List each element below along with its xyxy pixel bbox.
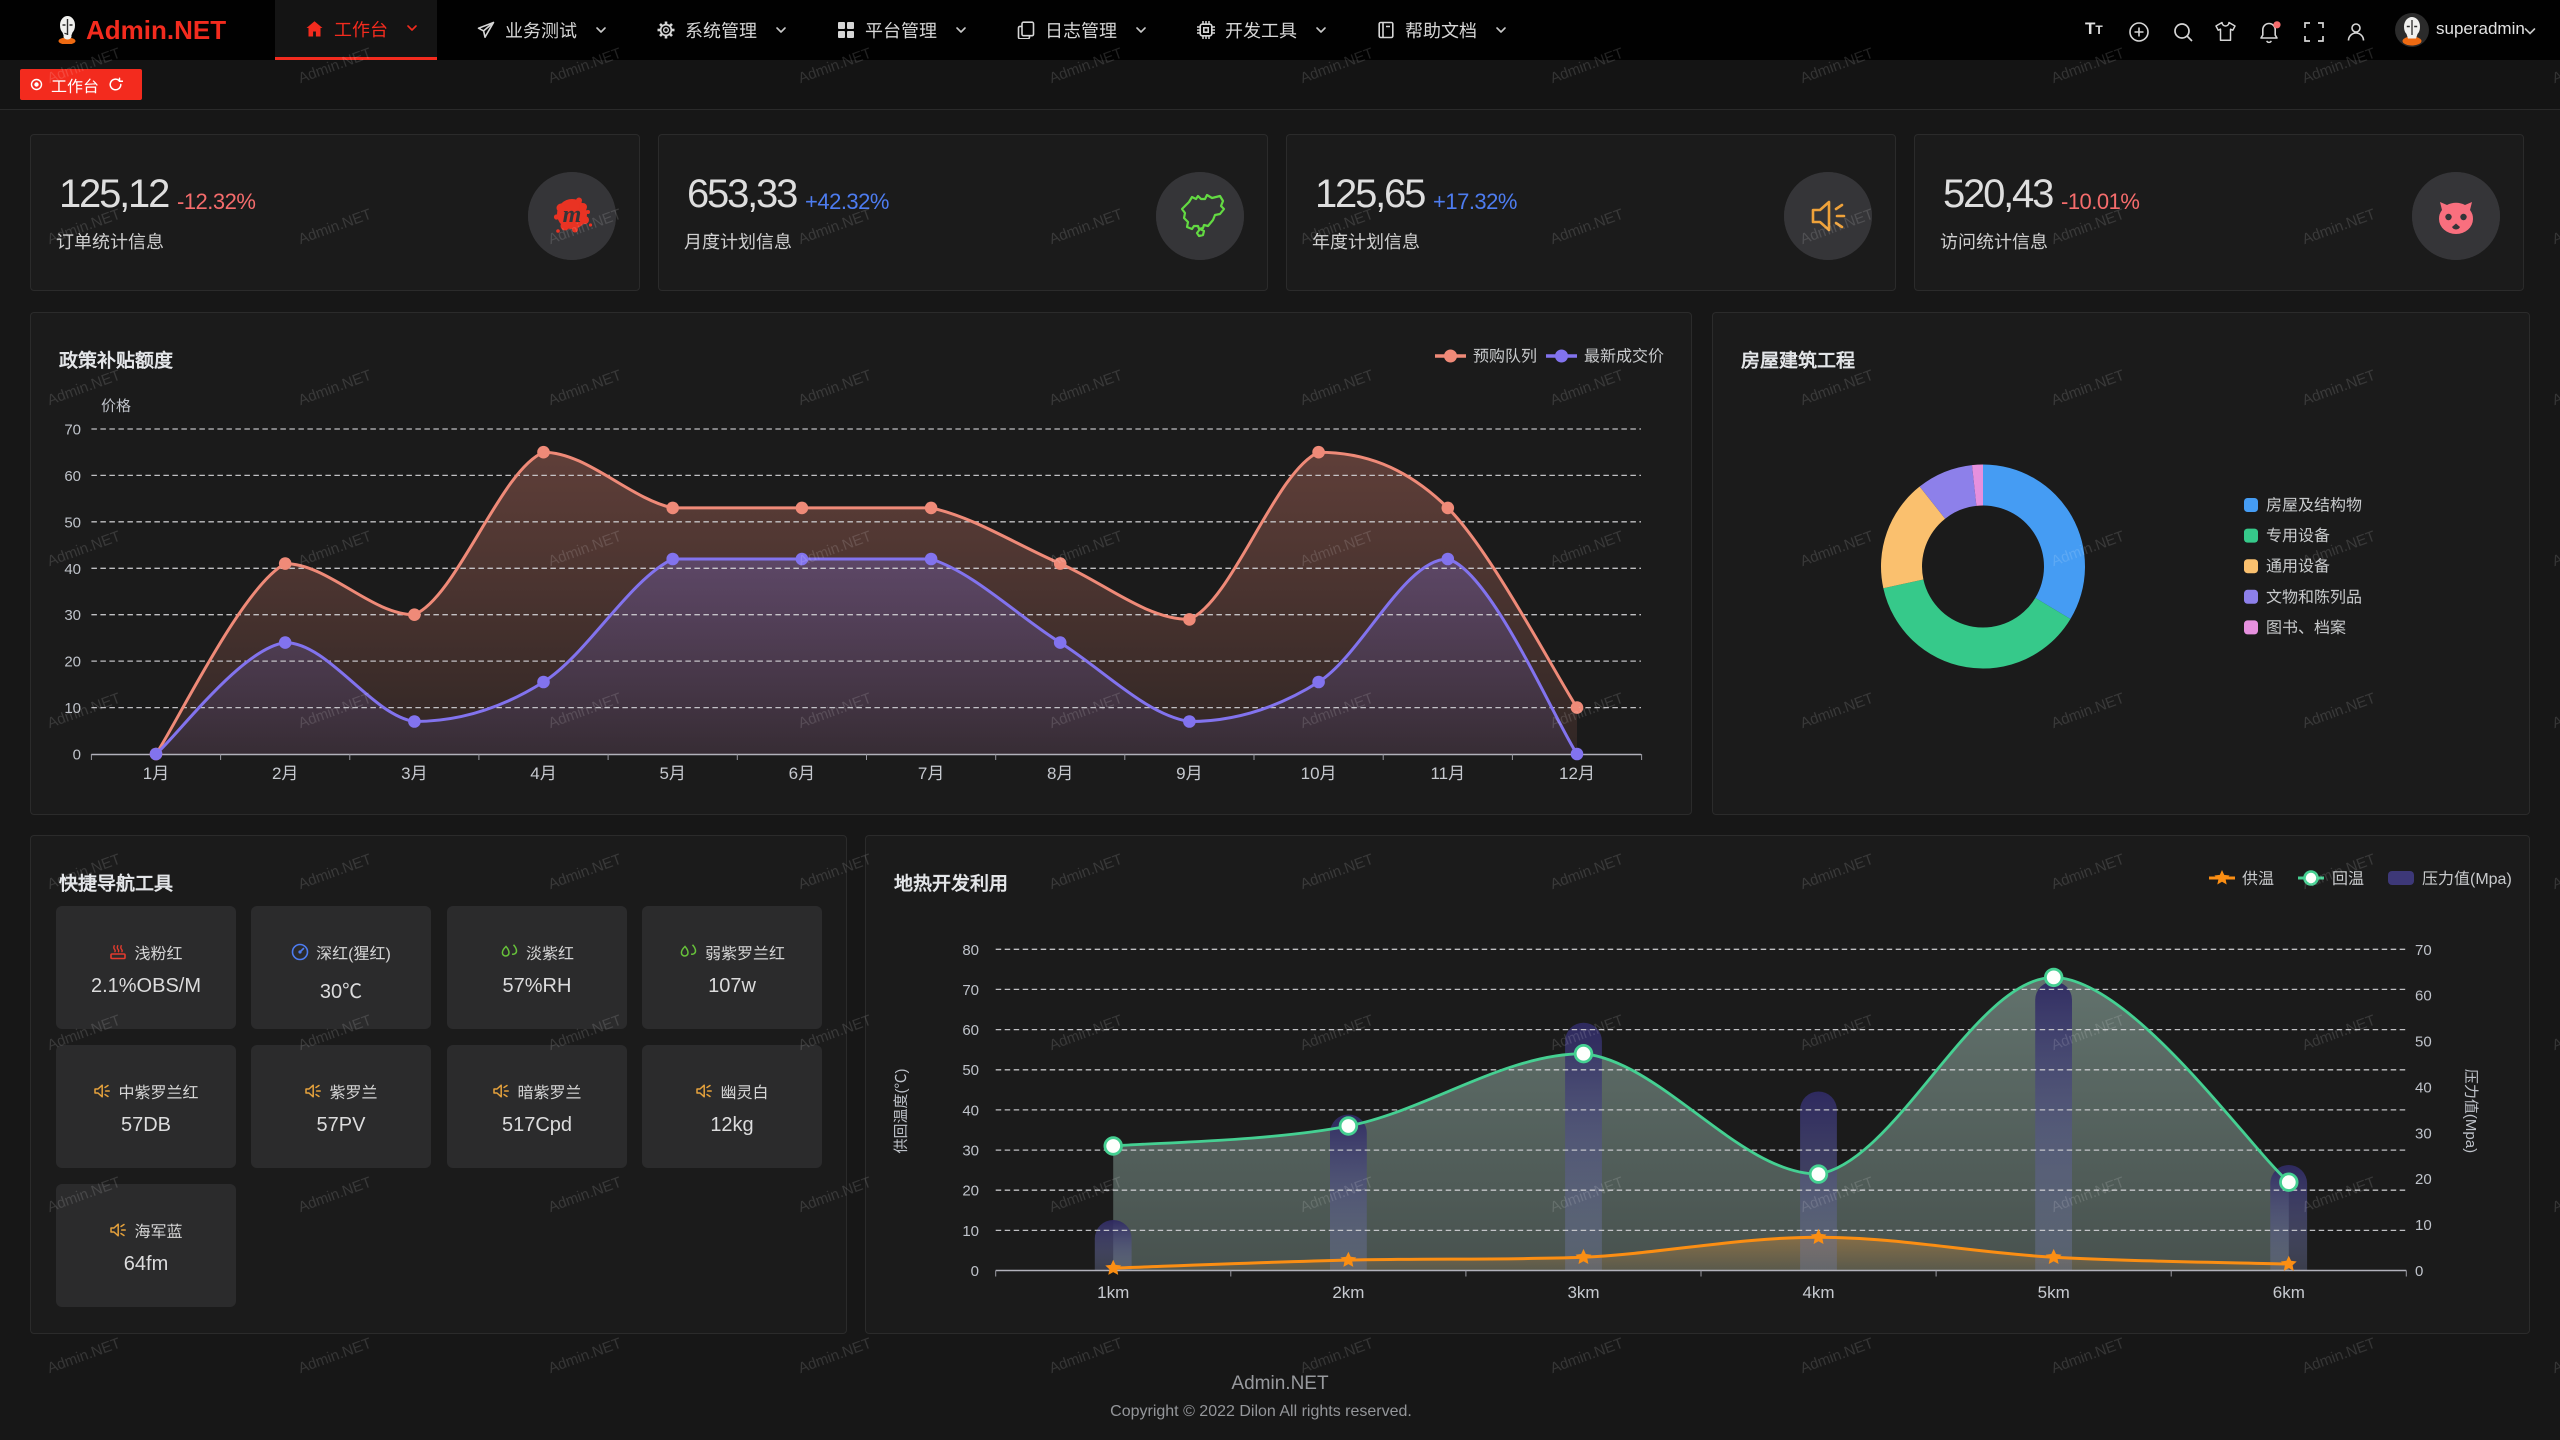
- svg-text:3月: 3月: [401, 764, 427, 783]
- svg-text:房屋及结构物: 房屋及结构物: [2266, 497, 2362, 515]
- svg-text:50: 50: [2415, 1034, 2432, 1051]
- svg-text:20: 20: [64, 654, 81, 671]
- svg-text:0: 0: [971, 1263, 979, 1280]
- svg-text:2月: 2月: [272, 764, 298, 783]
- svg-text:0: 0: [73, 747, 81, 764]
- svg-text:12月: 12月: [1559, 764, 1595, 783]
- svg-text:2km: 2km: [1332, 1283, 1364, 1302]
- svg-text:4km: 4km: [1802, 1283, 1834, 1302]
- svg-text:70: 70: [64, 422, 81, 439]
- svg-text:5km: 5km: [2038, 1283, 2070, 1302]
- svg-text:40: 40: [2415, 1080, 2432, 1097]
- svg-text:10月: 10月: [1301, 764, 1337, 783]
- svg-text:压力值(Mpa): 压力值(Mpa): [2462, 1069, 2479, 1153]
- svg-text:80: 80: [962, 942, 979, 959]
- svg-text:5月: 5月: [659, 764, 685, 783]
- svg-text:压力值(Mpa): 压力值(Mpa): [2422, 870, 2512, 888]
- svg-text:6km: 6km: [2273, 1283, 2305, 1302]
- svg-text:7月: 7月: [918, 764, 944, 783]
- svg-text:70: 70: [2415, 942, 2432, 959]
- svg-text:供温: 供温: [2242, 870, 2274, 888]
- svg-text:10: 10: [2415, 1217, 2432, 1234]
- svg-text:40: 40: [64, 561, 81, 578]
- svg-text:9月: 9月: [1176, 764, 1202, 783]
- svg-text:文物和陈列品: 文物和陈列品: [2266, 588, 2362, 606]
- svg-text:m: m: [563, 202, 582, 228]
- svg-text:60: 60: [962, 1022, 979, 1039]
- svg-text:30: 30: [2415, 1125, 2432, 1142]
- svg-text:最新成交价: 最新成交价: [1584, 348, 1664, 366]
- svg-text:1月: 1月: [143, 764, 169, 783]
- svg-text:0: 0: [2415, 1263, 2423, 1280]
- svg-text:20: 20: [962, 1183, 979, 1200]
- svg-text:11月: 11月: [1430, 764, 1465, 783]
- svg-text:10: 10: [962, 1223, 979, 1240]
- svg-text:10: 10: [64, 700, 81, 717]
- svg-text:3km: 3km: [1567, 1283, 1599, 1302]
- svg-text:图书、档案: 图书、档案: [2266, 619, 2346, 637]
- svg-text:4月: 4月: [530, 764, 556, 783]
- svg-text:20: 20: [2415, 1171, 2432, 1188]
- svg-text:30: 30: [64, 607, 81, 624]
- svg-text:6月: 6月: [789, 764, 815, 783]
- svg-text:30: 30: [962, 1143, 979, 1160]
- svg-text:60: 60: [64, 468, 81, 485]
- svg-text:回温: 回温: [2332, 870, 2364, 888]
- svg-text:1km: 1km: [1097, 1283, 1129, 1302]
- svg-text:40: 40: [962, 1102, 979, 1119]
- svg-text:8月: 8月: [1047, 764, 1073, 783]
- svg-text:专用设备: 专用设备: [2266, 527, 2330, 545]
- svg-text:预购队列: 预购队列: [1473, 348, 1537, 366]
- svg-text:价格: 价格: [101, 398, 131, 415]
- svg-text:60: 60: [2415, 988, 2432, 1005]
- svg-text:供回温度(℃): 供回温度(℃): [893, 1069, 910, 1154]
- svg-text:50: 50: [64, 514, 81, 531]
- svg-text:50: 50: [962, 1062, 979, 1079]
- svg-text:70: 70: [962, 982, 979, 999]
- svg-text:通用设备: 通用设备: [2266, 558, 2330, 576]
